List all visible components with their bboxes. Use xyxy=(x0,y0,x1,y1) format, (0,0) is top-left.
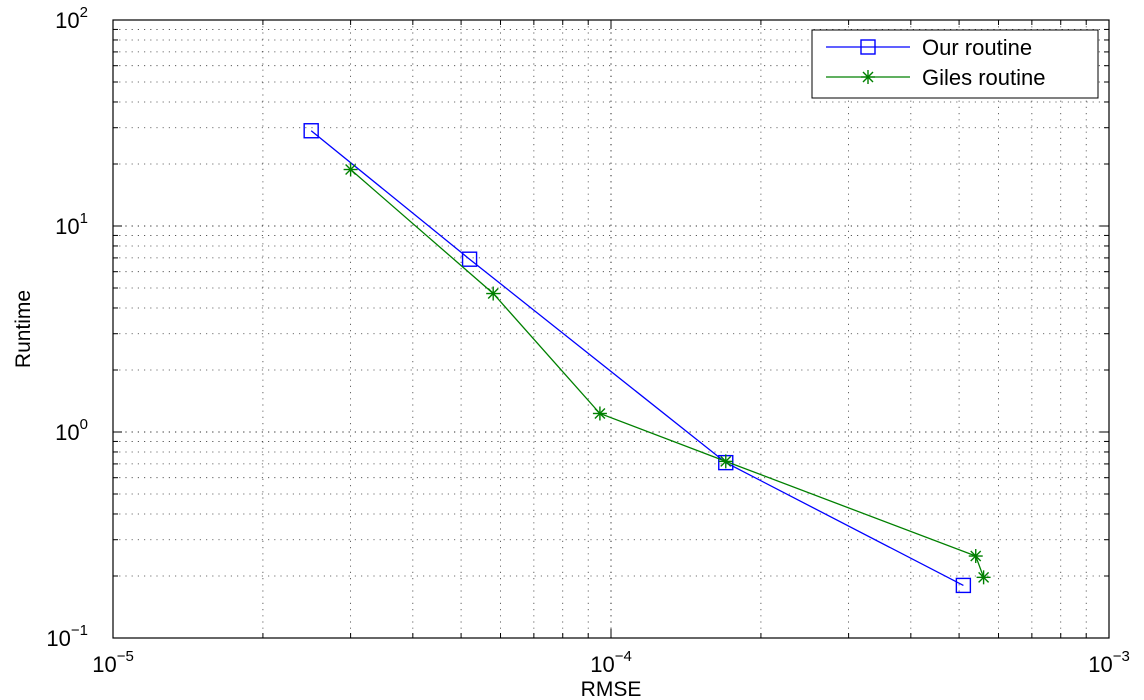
y-tick-label-exponent: 1 xyxy=(80,210,88,227)
y-tick-label-base: 10 xyxy=(46,626,70,651)
star-stroke xyxy=(720,455,732,467)
series-giles-routine xyxy=(343,162,991,585)
data-point-star xyxy=(718,454,733,469)
y-tick-label-exponent: 2 xyxy=(80,4,88,21)
data-point-star xyxy=(968,549,983,564)
y-tick-label-exponent: 0 xyxy=(80,416,88,433)
data-point-star xyxy=(486,286,501,301)
data-point-star xyxy=(861,70,875,84)
data-point-square xyxy=(303,123,319,139)
y-tick-label: 100 xyxy=(55,416,88,445)
legend-label: Our routine xyxy=(922,35,1032,60)
y-tick-label-exponent: −1 xyxy=(71,622,88,639)
data-point-square xyxy=(461,251,478,267)
plot-area xyxy=(113,20,1109,638)
y-tick-label-base: 10 xyxy=(55,420,79,445)
data-point-star xyxy=(592,406,607,421)
x-tick-label: 10−4 xyxy=(590,648,632,677)
grid xyxy=(113,20,1109,638)
x-tick-label: 10−5 xyxy=(92,648,134,677)
data-point-star xyxy=(343,162,358,177)
x-tick-label: 10−3 xyxy=(1088,648,1130,677)
x-tick-label-base: 10 xyxy=(590,652,614,677)
star-stroke xyxy=(487,288,499,300)
series-layer xyxy=(303,123,991,594)
y-tick-label-base: 10 xyxy=(55,214,79,239)
star-stroke xyxy=(970,550,982,562)
x-tick-label-exponent: −4 xyxy=(615,648,632,665)
y-axis-label: Runtime xyxy=(12,290,35,368)
y-tick-label: 10−1 xyxy=(46,622,88,651)
data-point-square xyxy=(955,577,972,594)
series-line xyxy=(350,169,985,578)
legend: Our routine Giles routine xyxy=(811,29,1099,99)
x-tick-labels: 10−5 10−4 10−3 xyxy=(92,648,1130,677)
star-stroke xyxy=(345,164,357,176)
x-tick-label-base: 10 xyxy=(92,652,116,677)
legend-label: Giles routine xyxy=(922,65,1046,90)
data-point-square xyxy=(860,39,876,55)
legend-entry: Giles routine xyxy=(826,65,1046,90)
x-tick-label-exponent: −5 xyxy=(117,648,134,665)
legend-entry: Our routine xyxy=(826,35,1032,60)
x-tick-label-exponent: −3 xyxy=(1113,648,1130,665)
y-tick-label: 101 xyxy=(55,210,88,239)
ticks xyxy=(112,19,1110,639)
series-line xyxy=(310,130,964,586)
star-stroke xyxy=(862,71,874,83)
star-stroke xyxy=(594,407,606,419)
y-tick-label: 102 xyxy=(55,4,88,33)
data-point-star xyxy=(976,570,991,585)
legend-box xyxy=(811,29,1099,99)
x-tick-label-base: 10 xyxy=(1088,652,1112,677)
x-axis-label: RMSE xyxy=(581,678,642,700)
star-stroke xyxy=(978,571,990,583)
y-tick-label-base: 10 xyxy=(55,8,79,33)
